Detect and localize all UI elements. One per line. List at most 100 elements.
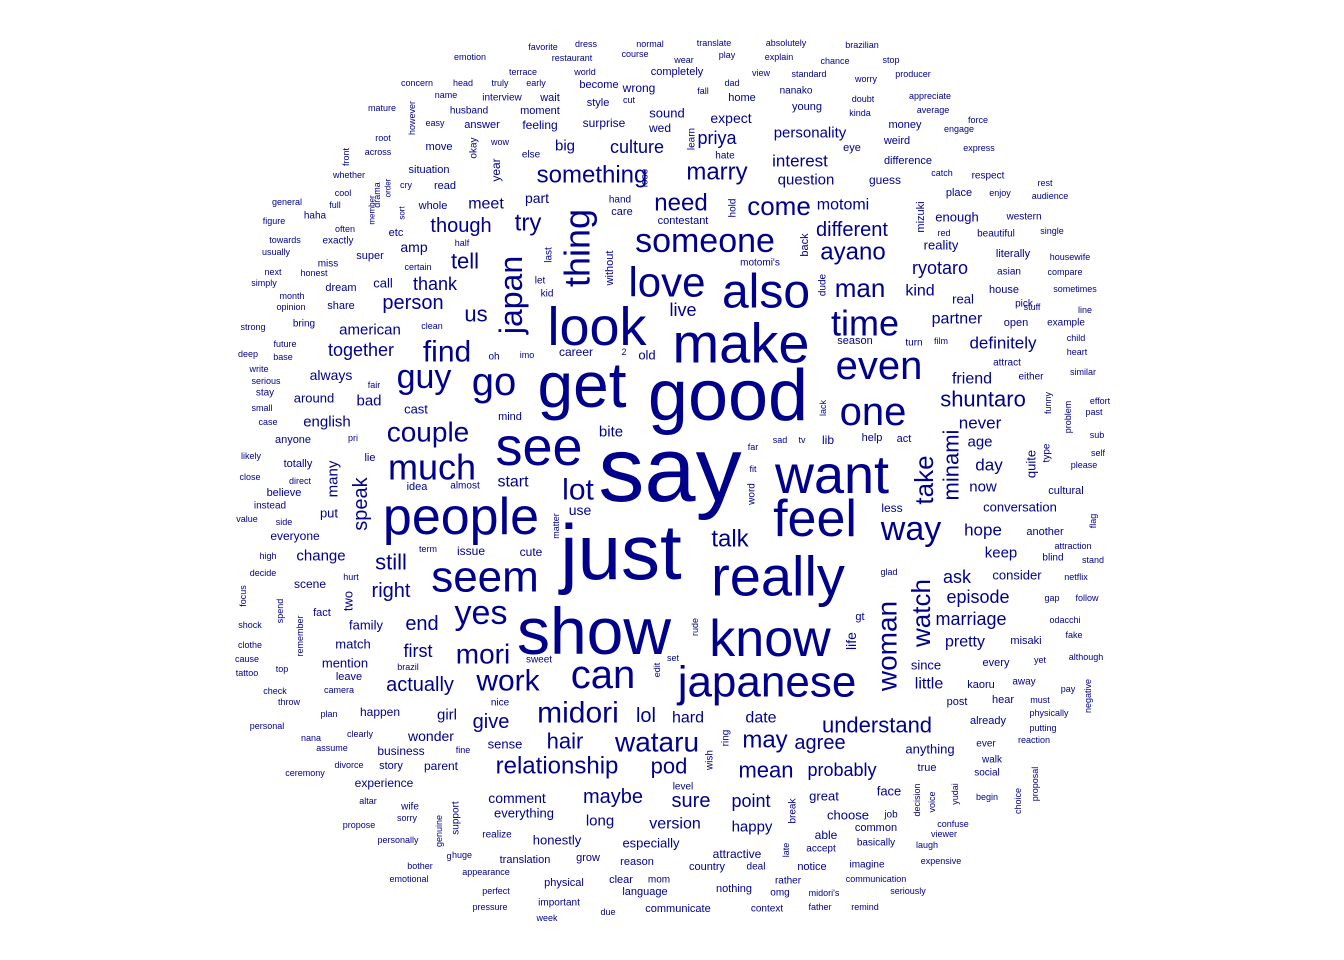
- word-mori: mori: [456, 639, 510, 670]
- word-much: much: [388, 447, 476, 488]
- word-hear: hear: [992, 694, 1014, 706]
- word-dream: dream: [325, 282, 356, 294]
- word-bring: bring: [293, 319, 315, 330]
- word-cool: cool: [335, 188, 352, 198]
- word-age: age: [967, 434, 992, 451]
- word-cause: cause: [235, 654, 259, 664]
- word-now: now: [969, 479, 997, 496]
- word-brazil: brazil: [397, 662, 419, 672]
- word-family: family: [349, 618, 383, 633]
- word-tattoo: tattoo: [236, 668, 259, 678]
- word-asian: asian: [997, 267, 1021, 278]
- word-decision: decision: [912, 783, 922, 816]
- word-match: match: [335, 637, 370, 652]
- word-begin: begin: [976, 792, 998, 802]
- word-see: see: [495, 417, 582, 477]
- word-make: make: [673, 312, 810, 375]
- word-reason: reason: [620, 856, 654, 868]
- word-clearly: clearly: [347, 729, 374, 739]
- word-pressure: pressure: [472, 902, 507, 912]
- word-set: set: [667, 653, 680, 663]
- word-cultural: cultural: [1048, 485, 1083, 497]
- word-end: end: [405, 613, 438, 635]
- word-maybe: maybe: [583, 786, 643, 808]
- word-attract: attract: [993, 358, 1021, 369]
- word-interest: interest: [772, 152, 828, 171]
- word-comment: comment: [488, 790, 546, 806]
- word-help: help: [862, 432, 883, 444]
- word-base: base: [273, 352, 293, 362]
- word-restaurant: restaurant: [552, 53, 593, 63]
- word-across: across: [365, 147, 392, 157]
- word-big: big: [555, 138, 575, 155]
- word-lie: lie: [364, 452, 375, 464]
- word-motomi-s: motomi's: [740, 258, 780, 269]
- word-type: type: [1042, 443, 1053, 462]
- word-appreciate: appreciate: [909, 91, 951, 101]
- word-normal: normal: [636, 39, 664, 49]
- word-read: read: [434, 180, 456, 192]
- word-literally: literally: [996, 248, 1031, 260]
- word-start: start: [497, 474, 529, 491]
- word-wow: wow: [490, 137, 510, 147]
- word-anything: anything: [905, 742, 954, 757]
- word-early: early: [526, 78, 546, 88]
- word-japanese: japanese: [676, 658, 857, 707]
- word-please: please: [1071, 460, 1098, 470]
- word-single: single: [1040, 226, 1064, 236]
- word-another: another: [1026, 526, 1064, 538]
- word-small: small: [251, 403, 272, 413]
- word-happen: happen: [360, 705, 400, 719]
- word-two: two: [341, 591, 356, 611]
- word-example: example: [1047, 318, 1085, 329]
- word-many: many: [325, 460, 342, 497]
- word-opinion: opinion: [276, 302, 305, 312]
- word-without: without: [604, 251, 616, 287]
- word-social: social: [974, 768, 1000, 779]
- word-oh: oh: [488, 352, 499, 363]
- word-appearance: appearance: [462, 867, 510, 877]
- word-compare: compare: [1047, 267, 1082, 277]
- word-follow: follow: [1075, 593, 1099, 603]
- word-super: super: [356, 250, 384, 262]
- word-rather: rather: [775, 876, 802, 887]
- word-sad: sad: [773, 435, 788, 445]
- word-though: though: [430, 215, 491, 237]
- word-cute: cute: [520, 545, 543, 559]
- word-hate: hate: [715, 151, 735, 162]
- word-need: need: [654, 190, 707, 217]
- word-gt: gt: [855, 611, 864, 623]
- word-attractive: attractive: [713, 847, 762, 861]
- word-lack: lack: [818, 400, 828, 417]
- word-business: business: [377, 744, 424, 758]
- word-midori: midori: [537, 697, 619, 730]
- word-believe: believe: [267, 487, 302, 499]
- word-pick: pick: [1015, 299, 1034, 310]
- word-young: young: [792, 101, 822, 113]
- word-sort: sort: [398, 206, 407, 220]
- word-side: side: [276, 517, 293, 527]
- word-learn: learn: [687, 128, 698, 150]
- word-choose: choose: [827, 808, 869, 823]
- word-rest: rest: [1037, 178, 1053, 188]
- word-everyone: everyone: [270, 529, 320, 543]
- word-physical: physical: [544, 877, 584, 889]
- word-half: half: [455, 238, 470, 248]
- word-fact: fact: [313, 607, 331, 619]
- word-mizuki: mizuki: [915, 201, 927, 232]
- word-sense: sense: [488, 737, 523, 752]
- word-shock: shock: [238, 620, 262, 630]
- word-since: since: [911, 658, 941, 673]
- word-walk: walk: [981, 755, 1003, 766]
- word-wear: wear: [673, 55, 694, 65]
- word-american: american: [339, 322, 401, 339]
- word-general: general: [272, 197, 302, 207]
- word-worry: worry: [854, 74, 877, 84]
- word-camera: camera: [324, 685, 354, 695]
- word-post: post: [947, 696, 968, 708]
- word-physically: physically: [1029, 708, 1069, 718]
- word-cast: cast: [404, 402, 428, 417]
- word-plan: plan: [320, 709, 337, 719]
- word-spend: spend: [275, 599, 285, 624]
- word-personal: personal: [250, 721, 285, 731]
